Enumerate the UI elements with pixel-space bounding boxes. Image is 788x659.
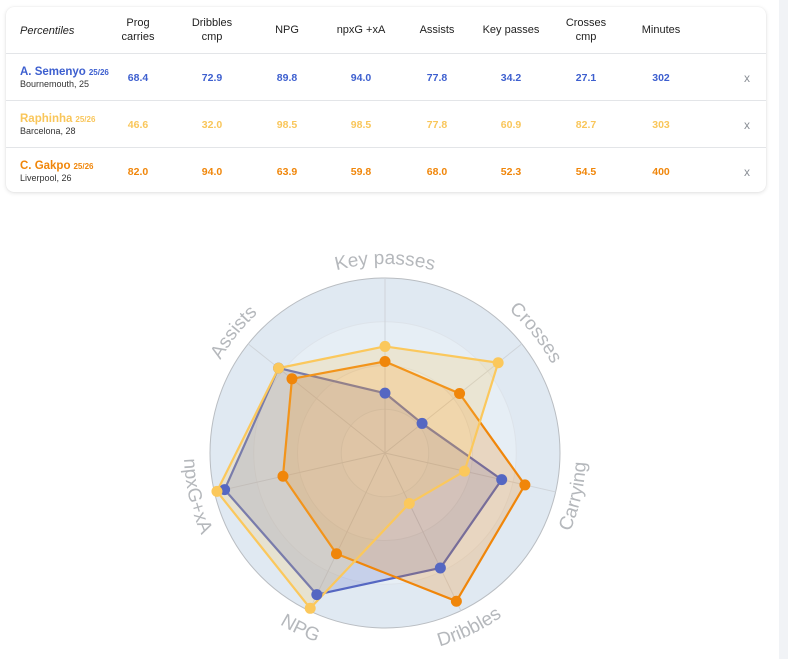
- radar-data-point: [211, 485, 223, 497]
- radar-data-point: [379, 355, 391, 367]
- percentile-cell: 98.5: [350, 118, 372, 131]
- player-row: C. Gakpo 25/26 Liverpool, 26 82.0 94.0 63.9 59…: [6, 147, 766, 192]
- radar-axis-label: NPG: [277, 610, 323, 646]
- radar-data-point: [496, 474, 508, 486]
- column-header[interactable]: Minutes: [641, 24, 681, 36]
- percentile-cell: 60.9: [500, 118, 522, 131]
- season-label: 25/26: [73, 162, 94, 171]
- radar-axis-line: [214, 452, 386, 493]
- radar-grid: [209, 277, 561, 629]
- radar-points: [211, 340, 531, 614]
- player-club: Barcelona, 28: [20, 126, 76, 136]
- radar-data-point: [519, 479, 531, 491]
- percentile-cell: 46.6: [127, 118, 149, 131]
- radar-data-point: [273, 362, 285, 374]
- radar-data-point: [416, 417, 428, 429]
- player-name-text: Raphinha: [20, 113, 73, 125]
- radar-data-point: [459, 465, 471, 477]
- percentile-cell: 27.1: [575, 71, 597, 84]
- scrollbar-track[interactable]: [779, 0, 788, 659]
- radar-data-point: [379, 387, 391, 399]
- percentiles-table-card: Percentiles Prog carries Dribbles cmp NPG n…: [6, 7, 766, 192]
- percentile-cell: 82.0: [127, 165, 149, 178]
- remove-player-button[interactable]: x: [744, 117, 750, 132]
- remove-player-button[interactable]: x: [744, 70, 750, 85]
- player-row: Raphinha 25/26 Barcelona, 28 46.6 32.0 98.5 98…: [6, 100, 766, 148]
- radar-data-point: [286, 373, 298, 385]
- percentile-cell: 59.8: [350, 165, 372, 178]
- percentile-cell: 63.9: [276, 165, 298, 178]
- season-label: 25/26: [75, 115, 96, 124]
- radar-series: [215, 345, 527, 610]
- column-header[interactable]: Prog carries: [121, 17, 155, 43]
- percentile-cell: 77.8: [426, 71, 448, 84]
- percentile-cell: 94.0: [350, 71, 372, 84]
- table-title: Percentiles: [20, 25, 75, 37]
- radar-data-point: [434, 562, 446, 574]
- player-name[interactable]: A. Semenyo 25/26: [20, 66, 109, 78]
- radar-chart: Key passesCrossesCarryingDribblesNPGnpxG…: [180, 248, 591, 651]
- player-name-text: A. Semenyo: [20, 66, 86, 78]
- radar-data-point: [330, 548, 342, 560]
- player-club: Bournemouth, 25: [20, 79, 90, 89]
- radar-series-polygon: [215, 345, 500, 610]
- percentile-cell: 32.0: [201, 118, 223, 131]
- radar-data-point: [311, 589, 323, 601]
- radar-axis-line: [384, 452, 462, 611]
- player-name-text: C. Gakpo: [20, 160, 71, 172]
- column-header[interactable]: NPG: [275, 24, 299, 36]
- remove-player-button[interactable]: x: [744, 164, 750, 179]
- percentile-cell: 68.4: [127, 71, 149, 84]
- percentile-cell: 72.9: [201, 71, 223, 84]
- radar-axis-line: [308, 452, 386, 611]
- column-header[interactable]: Crosses cmp: [565, 17, 607, 43]
- column-header[interactable]: Key passes: [482, 24, 540, 36]
- percentile-cell: 82.7: [575, 118, 597, 131]
- radar-series-polygon: [281, 360, 527, 603]
- percentile-cell: 94.0: [201, 165, 223, 178]
- radar-data-point: [450, 595, 462, 607]
- player-name[interactable]: C. Gakpo 25/26: [20, 160, 94, 172]
- column-header[interactable]: Assists: [419, 24, 455, 36]
- percentile-cell: 89.8: [276, 71, 298, 84]
- radar-data-point: [492, 357, 504, 369]
- radar-axis-label: Carrying: [555, 461, 591, 534]
- percentile-cell: 302: [652, 71, 670, 84]
- radar-data-point: [379, 340, 391, 352]
- column-header[interactable]: npxG +xA: [336, 24, 386, 36]
- player-row: A. Semenyo 25/26 Bournemouth, 25 68.4 72.9 89…: [6, 53, 766, 101]
- percentile-cell: 54.5: [575, 165, 597, 178]
- radar-data-point: [454, 388, 466, 400]
- player-club: Liverpool, 26: [20, 173, 72, 183]
- percentile-cell: 98.5: [276, 118, 298, 131]
- table-header: Percentiles Prog carries Dribbles cmp NPG n…: [6, 7, 766, 53]
- radar-data-point: [403, 497, 415, 509]
- season-label: 25/26: [88, 68, 109, 77]
- percentile-cell: 303: [652, 118, 670, 131]
- percentile-cell: 77.8: [426, 118, 448, 131]
- radar-axis-line: [247, 343, 386, 454]
- column-header[interactable]: Dribbles cmp: [191, 17, 233, 43]
- percentile-cell: 400: [652, 165, 670, 178]
- player-name[interactable]: Raphinha 25/26: [20, 113, 95, 125]
- radar-data-point: [277, 470, 289, 482]
- percentile-cell: 52.3: [500, 165, 522, 178]
- radar-axis-label: Key passes: [333, 248, 438, 275]
- radar-data-point: [304, 602, 316, 614]
- percentile-cell: 34.2: [500, 71, 522, 84]
- percentile-cell: 68.0: [426, 165, 448, 178]
